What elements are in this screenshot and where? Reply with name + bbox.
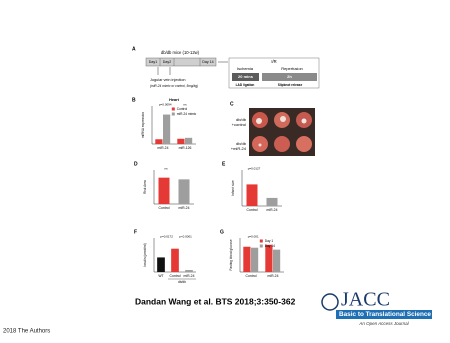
- bar: [157, 257, 165, 272]
- annotation: p=0.0172: [160, 234, 173, 238]
- legend-swatch: [171, 107, 175, 111]
- heart-images: [249, 108, 315, 156]
- legend-label: Day 14: [265, 244, 275, 248]
- bar: [155, 139, 163, 144]
- legend-label: Control: [177, 107, 188, 111]
- logo-band: [336, 310, 432, 319]
- group-label: db/db: [178, 280, 186, 284]
- bar: [246, 184, 258, 206]
- day-label: Day 14: [202, 60, 213, 64]
- infarct: [280, 116, 286, 122]
- day-label: Day2: [163, 60, 171, 64]
- annotation: ns: [164, 166, 168, 170]
- timeline-bar: [145, 57, 217, 67]
- panel-letter: E: [222, 161, 226, 167]
- y-axis-label: Infarct size: [231, 180, 235, 196]
- x-tick-label: miR-126: [179, 146, 192, 150]
- annotation: ns: [183, 102, 187, 106]
- infarct: [256, 118, 262, 124]
- ir-label: I/R: [271, 59, 276, 64]
- phase-label: Reperfusion: [281, 66, 303, 71]
- y-axis-label: Insulin (pmol/ml): [143, 243, 147, 266]
- bar: [266, 197, 278, 206]
- duration-box: [232, 73, 259, 81]
- bar: [273, 249, 281, 272]
- phase-label: Ischemia: [237, 66, 254, 71]
- annotation: p=0.0094: [159, 102, 172, 106]
- x-tick-label: Control: [159, 206, 170, 210]
- bar: [243, 246, 251, 272]
- duration-box: [262, 73, 317, 81]
- x-tick-label: miR-24: [267, 208, 278, 212]
- logo-name: JACC: [341, 289, 390, 311]
- bar: [185, 137, 193, 144]
- legend-swatch: [171, 112, 175, 116]
- footer: 2018 The Authors: [3, 329, 50, 335]
- row-label: db/db: [236, 141, 247, 146]
- legend-label: Day 1: [265, 239, 274, 243]
- panel-letter: C: [230, 101, 234, 107]
- row-label: +miR-24: [231, 146, 247, 151]
- chart-title: Heart: [169, 98, 179, 102]
- event-label: Slipknot release: [278, 83, 303, 87]
- annotation: p<0.0001: [179, 234, 192, 238]
- x-tick-label: Control: [170, 274, 181, 278]
- timeline-title: db/db mice (10-12w): [161, 50, 200, 55]
- bar: [178, 179, 190, 204]
- infarct: [301, 118, 307, 124]
- bar: [185, 270, 193, 272]
- bar: [163, 114, 171, 144]
- duration-label: 2h: [287, 74, 292, 79]
- legend-label: miR-24 mimic: [177, 112, 197, 116]
- x-tick-label: WT: [158, 274, 163, 278]
- logo-mark: [321, 293, 339, 311]
- legend-swatch: [259, 244, 263, 248]
- row-label: db/db: [236, 117, 247, 122]
- caption: Dandan Wang et al. BTS 2018;3:350-362: [135, 296, 296, 306]
- day-label: Day1: [149, 60, 157, 64]
- y-axis-label: Risk Area: [143, 180, 147, 194]
- heart-image: [296, 136, 312, 152]
- logo-tagline: An Open Access Journal: [358, 321, 409, 326]
- infarct: [258, 143, 262, 147]
- y-axis-label: miRNA expression: [141, 112, 145, 138]
- event-label: LAD ligation: [236, 83, 255, 87]
- legend-swatch: [259, 239, 263, 243]
- bar: [251, 247, 259, 272]
- dose-label: (miR-24 mimic or control, 5mg/kg): [150, 84, 198, 88]
- x-tick-label: Control: [247, 208, 258, 212]
- x-tick-label: miR-24: [268, 274, 279, 278]
- ir-box: [228, 57, 320, 89]
- row-label: +control: [232, 122, 246, 127]
- injection-label: Jugular vein injection: [150, 78, 185, 82]
- x-tick-label: Control: [246, 274, 257, 278]
- bar: [171, 248, 179, 272]
- heart-image: [274, 136, 290, 152]
- annotation: p=0.0127: [248, 166, 261, 170]
- panel-letter: F: [134, 229, 137, 235]
- x-tick-label: miR-24: [184, 274, 195, 278]
- bar: [158, 177, 170, 204]
- annotation: p=0.001: [248, 234, 259, 238]
- logo-band-text: Basic to Translational Science: [339, 311, 431, 318]
- x-tick-label: miR-24: [158, 146, 169, 150]
- panel-letter: B: [132, 97, 136, 103]
- x-tick-label: miR-24: [179, 206, 190, 210]
- y-axis-label: Fasting blood glucose: [229, 239, 233, 270]
- bar: [177, 138, 185, 144]
- panel-letter: G: [220, 229, 224, 235]
- duration-label: 20 mins: [238, 74, 254, 79]
- panel-letter: A: [132, 46, 136, 52]
- bar: [265, 244, 273, 272]
- panel-letter: D: [134, 161, 138, 167]
